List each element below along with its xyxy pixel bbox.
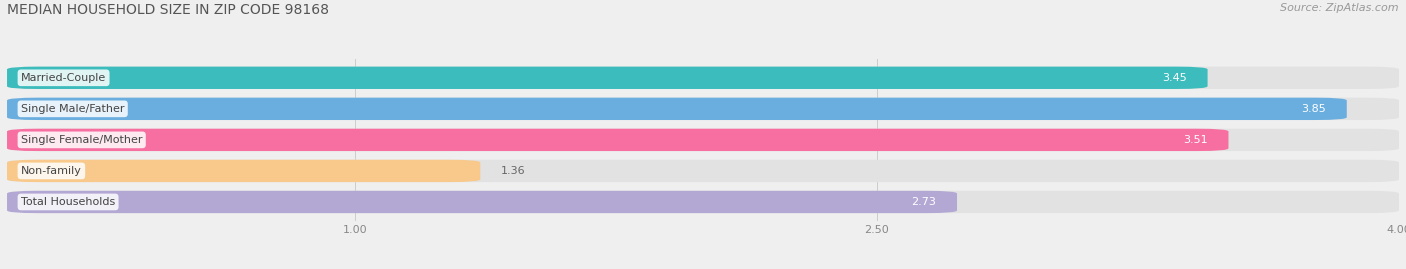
FancyBboxPatch shape [7, 160, 1399, 182]
FancyBboxPatch shape [7, 160, 481, 182]
FancyBboxPatch shape [7, 129, 1229, 151]
Text: MEDIAN HOUSEHOLD SIZE IN ZIP CODE 98168: MEDIAN HOUSEHOLD SIZE IN ZIP CODE 98168 [7, 3, 329, 17]
Text: Single Female/Mother: Single Female/Mother [21, 135, 142, 145]
FancyBboxPatch shape [7, 129, 1399, 151]
FancyBboxPatch shape [7, 67, 1208, 89]
Text: Married-Couple: Married-Couple [21, 73, 107, 83]
Text: 3.45: 3.45 [1161, 73, 1187, 83]
FancyBboxPatch shape [7, 67, 1399, 89]
Text: Total Households: Total Households [21, 197, 115, 207]
FancyBboxPatch shape [7, 191, 957, 213]
Text: Non-family: Non-family [21, 166, 82, 176]
FancyBboxPatch shape [7, 98, 1347, 120]
Text: 1.36: 1.36 [501, 166, 526, 176]
Text: Source: ZipAtlas.com: Source: ZipAtlas.com [1281, 3, 1399, 13]
Text: 2.73: 2.73 [911, 197, 936, 207]
FancyBboxPatch shape [7, 191, 1399, 213]
Text: 3.51: 3.51 [1182, 135, 1208, 145]
FancyBboxPatch shape [7, 98, 1399, 120]
Text: 3.85: 3.85 [1301, 104, 1326, 114]
Text: Single Male/Father: Single Male/Father [21, 104, 125, 114]
